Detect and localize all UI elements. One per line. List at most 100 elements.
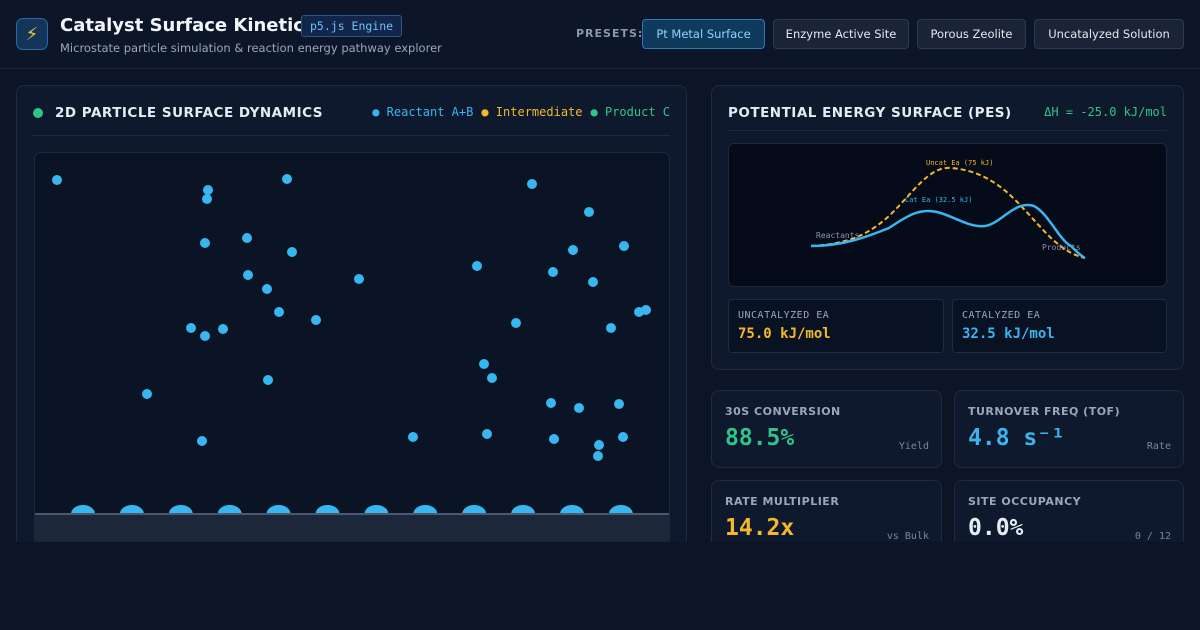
uncat-ea-label: Uncat Ea (75 kJ) <box>926 159 993 167</box>
active-site <box>511 505 536 514</box>
reactant-particle <box>274 307 284 317</box>
active-site <box>413 505 438 514</box>
reactant-particle <box>408 432 418 442</box>
pes-panel: POTENTIAL ENERGY SURFACE (PES) ΔH = -25.… <box>711 85 1184 370</box>
reactant-particle <box>218 324 228 334</box>
reactant-particle <box>242 233 252 243</box>
catalyzed-ea-value: 32.5 kJ/mol <box>962 326 1055 342</box>
reactant-particle <box>584 207 594 217</box>
reactant-particle <box>52 175 62 185</box>
rate-multiplier-label: RATE MULTIPLIER <box>725 495 840 508</box>
catalyzed-curve <box>810 203 1086 260</box>
catalyzed-ea-box: CATALYZED EA 32.5 kJ/mol <box>952 299 1167 353</box>
tof-sub: Rate <box>1146 441 1171 452</box>
simulation-panel: 2D PARTICLE SURFACE DYNAMICS ● Reactant … <box>16 85 687 555</box>
reactant-particle <box>287 247 297 257</box>
reactant-particle <box>594 440 604 450</box>
pes-svg: Uncat Ea (75 kJ) Cat Ea (32.5 kJ) Reacta… <box>810 159 1086 260</box>
pes-title: POTENTIAL ENERGY SURFACE (PES) <box>728 105 1012 121</box>
reactant-particle <box>546 398 556 408</box>
preset-zeolite-button[interactable]: Porous Zeolite <box>917 19 1026 49</box>
uncatalyzed-ea-label: UNCATALYZED EA <box>738 310 830 321</box>
rate-multiplier-value: 14.2x <box>725 515 795 541</box>
active-site <box>315 505 340 514</box>
reactant-particle <box>186 323 196 333</box>
app-subtitle: Microstate particle simulation & reactio… <box>60 41 442 55</box>
pes-chart: Uncat Ea (75 kJ) Cat Ea (32.5 kJ) Reacta… <box>728 143 1167 287</box>
active-site <box>71 505 95 514</box>
reactant-particle <box>606 323 616 333</box>
reactant-particle <box>593 451 603 461</box>
active-site <box>266 505 291 514</box>
presets-label: PRESETS: <box>576 27 644 40</box>
engine-badge: p5.js Engine <box>301 15 403 37</box>
reactant-particle <box>311 315 321 325</box>
reactant-particle <box>641 305 651 315</box>
tof-label: TURNOVER FREQ (TOF) <box>968 405 1121 418</box>
reactant-particle <box>482 429 492 439</box>
legend-product: ● Product C <box>590 105 670 119</box>
active-site <box>217 505 242 514</box>
reactant-particle <box>202 194 212 204</box>
divider <box>728 130 1167 131</box>
reactant-particle <box>472 261 482 271</box>
reactant-particle <box>527 179 537 189</box>
particle-canvas[interactable] <box>34 152 670 554</box>
reactant-particle <box>618 432 628 442</box>
divider <box>33 135 670 136</box>
active-site <box>560 505 584 514</box>
reactant-particle <box>549 434 559 444</box>
active-site <box>608 505 633 514</box>
reactant-particle <box>203 185 213 195</box>
reactant-particle <box>243 270 253 280</box>
uncatalyzed-ea-box: UNCATALYZED EA 75.0 kJ/mol <box>728 299 944 353</box>
simulation-legend: ● Reactant A+B ● Intermediate ● Product … <box>372 105 670 119</box>
reactant-particle <box>263 375 273 385</box>
reactant-particle <box>479 359 489 369</box>
conversion-value: 88.5% <box>725 425 795 451</box>
reactant-particle <box>574 403 584 413</box>
status-dot <box>33 108 43 118</box>
preset-enzyme-button[interactable]: Enzyme Active Site <box>773 19 909 49</box>
active-site <box>168 505 193 514</box>
conversion-card: 30S CONVERSION 88.5% Yield <box>711 390 942 468</box>
tof-card: TURNOVER FREQ (TOF) 4.8 s⁻¹ Rate <box>954 390 1184 468</box>
reactant-particle <box>511 318 521 328</box>
active-site <box>462 505 487 514</box>
reactant-particle <box>142 389 152 399</box>
reactant-particle <box>200 331 210 341</box>
simulation-title: 2D PARTICLE SURFACE DYNAMICS <box>55 105 323 121</box>
active-site <box>119 505 144 514</box>
preset-uncatalyzed-button[interactable]: Uncatalyzed Solution <box>1034 19 1184 49</box>
reactant-particle <box>548 267 558 277</box>
reactant-particle <box>568 245 578 255</box>
products-label: Products <box>1042 243 1081 252</box>
reactant-particle <box>354 274 364 284</box>
reactant-particle <box>588 277 598 287</box>
lightning-icon: ⚡ <box>16 18 48 50</box>
site-occupancy-sub: 0 / 12 <box>1134 531 1171 542</box>
catalyzed-ea-label: CATALYZED EA <box>962 310 1041 321</box>
site-occupancy-label: SITE OCCUPANCY <box>968 495 1082 508</box>
delta-h-value: ΔH = -25.0 kJ/mol <box>1044 105 1167 119</box>
site-occupancy-value: 0.0% <box>968 515 1024 541</box>
conversion-label: 30S CONVERSION <box>725 405 841 418</box>
conversion-sub: Yield <box>898 441 929 452</box>
rate-multiplier-sub: vs Bulk <box>886 531 929 542</box>
tof-value: 4.8 s⁻¹ <box>968 425 1065 451</box>
reactant-particle <box>197 436 207 446</box>
reactant-particle <box>282 174 292 184</box>
preset-pt-metal-button[interactable]: Pt Metal Surface <box>642 19 765 49</box>
app-title: Catalyst Surface Kinetics <box>60 15 315 36</box>
legend-intermediate: ● Intermediate <box>481 105 583 119</box>
page-bottom <box>0 542 1200 630</box>
uncatalyzed-curve <box>810 166 1086 259</box>
cat-ea-label: Cat Ea (32.5 kJ) <box>905 196 972 204</box>
reactant-particle <box>262 284 272 294</box>
uncatalyzed-ea-value: 75.0 kJ/mol <box>738 326 831 342</box>
particle-svg <box>52 174 651 514</box>
reactant-particle <box>619 241 629 251</box>
active-site <box>364 505 389 514</box>
reactants-label: Reactants <box>816 231 860 240</box>
reactant-particle <box>614 399 624 409</box>
